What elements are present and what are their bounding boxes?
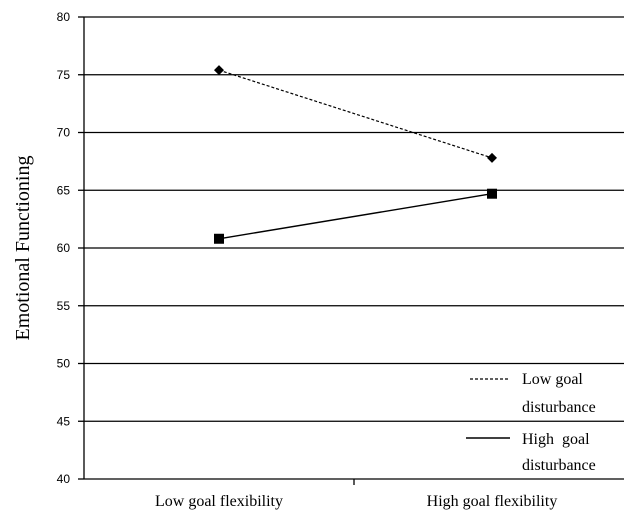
y-tick-label-75: 75 [57, 68, 71, 82]
series-line-0 [218, 69, 493, 159]
legend-label-low-goal-line1: Low goal [522, 371, 583, 388]
y-tick-label-40: 40 [57, 472, 71, 486]
gridlines [84, 16, 624, 422]
y-tick-label-45: 45 [57, 414, 71, 428]
y-axis-ticks: 40 45 50 55 60 65 70 75 80 [57, 10, 84, 486]
legend: Low goal disturbance High goal disturban… [466, 371, 596, 474]
y-tick-label-70: 70 [57, 126, 71, 140]
legend-label-low-goal-line2: disturbance [522, 399, 596, 416]
y-tick-label-60: 60 [57, 241, 71, 255]
legend-label-high-goal-line1: High goal [522, 431, 590, 448]
x-category-label-high-flexibility: High goal flexibility [427, 493, 558, 510]
point-marker-s1-1 [487, 188, 497, 199]
series-line-1 [218, 193, 493, 240]
point-marker-s0-0 [214, 65, 224, 76]
y-axis-title: Emotional Functioning [12, 156, 34, 341]
y-tick-label-50: 50 [57, 357, 71, 371]
series-layer [214, 65, 497, 244]
y-tick-label-55: 55 [57, 299, 71, 313]
y-tick-label-80: 80 [57, 10, 71, 24]
x-category-label-low-flexibility: Low goal flexibility [155, 493, 283, 510]
point-marker-s0-1 [487, 152, 497, 163]
y-tick-label-65: 65 [57, 183, 71, 197]
point-marker-s1-0 [214, 233, 224, 244]
legend-label-high-goal-line2: disturbance [522, 457, 596, 474]
